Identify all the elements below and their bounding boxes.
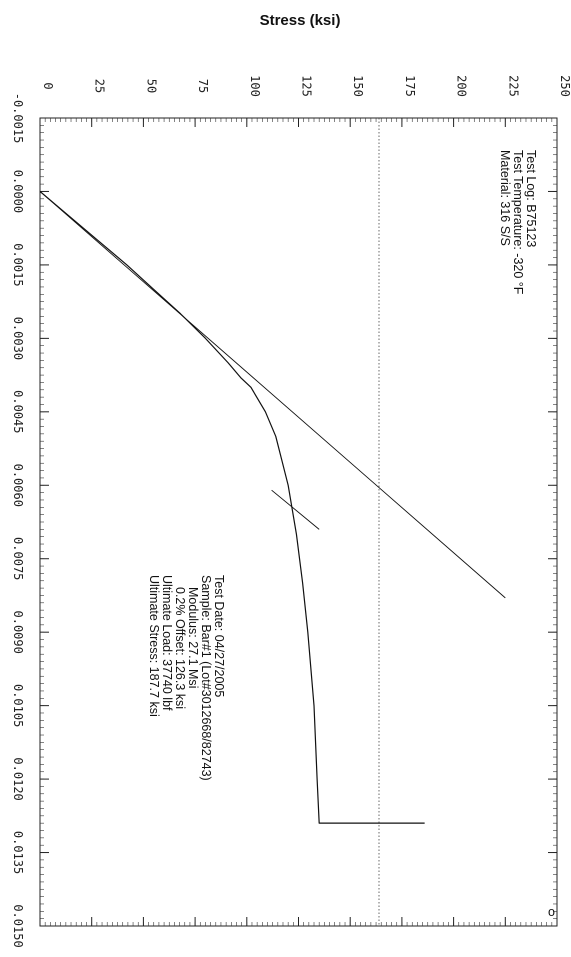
results-info-line: Test Date: 04/27/2005 [212,575,226,697]
results-info-line: Modulus: 27.1 Msi [186,587,200,688]
material-info: Test Log: B75123 Test Temperature: -320 … [498,150,538,295]
major-ticks [39,117,558,927]
results-info-line: Ultimate Stress: 187.7 ksi [147,575,161,717]
stress-tick-label: 25 [93,79,107,93]
stress-tick-labels: 0 25 50 75 100 125 150 175 200 225 250 [41,75,571,97]
strain-tick-label: 0.0000 [11,170,25,213]
strain-tick-label: 0.0015 [11,243,25,286]
stress-tick-label: 125 [300,75,314,97]
results-info: Test Date: 04/27/2005 Sample: Bar#1 (Lot… [147,575,226,781]
modulus-line [39,191,506,599]
stress-tick-label: 100 [248,75,262,97]
results-info-line: Sample: Bar#1 (Lot#3012668/82743) [199,575,213,781]
y-axis-label: Stress (ksi) [260,12,341,29]
strain-tick-label: 0.0135 [11,831,25,874]
material-info-line: Test Temperature: -320 °F [511,150,525,295]
minor-ticks [39,117,558,927]
stress-tick-label: 175 [403,75,417,97]
results-info-line: 0.2% Offset: 126.3 ksi [173,587,187,709]
material-info-line: Material: 316 S/S [498,150,512,246]
strain-tick-label: 0.0150 [11,904,25,947]
strain-tick-label: -0.0015 [11,93,25,144]
offset-line [271,489,320,530]
strain-tick-label: 0.0060 [11,464,25,507]
strain-tick-label: 0.0105 [11,684,25,727]
strain-tick-label: 0.0120 [11,757,25,800]
strain-tick-label: 0.0045 [11,390,25,433]
strain-tick-label: 0.0030 [11,317,25,360]
stress-tick-label: 0 [41,82,55,89]
stress-tick-label: 225 [506,75,520,97]
plot-frame [39,117,558,927]
results-info-line: Ultimate Load: 37740 lbf [160,575,174,711]
corner-mark: o [548,905,555,919]
stress-tick-label: 150 [351,75,365,97]
stress-strain-curve [39,190,425,824]
strain-tick-labels: -0.0015 0.0000 0.0015 0.0030 0.0045 0.0060 0.0… [11,93,25,948]
stress-tick-label: 50 [144,79,158,93]
material-info-line: Test Log: B75123 [524,150,538,247]
strain-tick-label: 0.0075 [11,537,25,580]
stress-tick-label: 200 [455,75,469,97]
stress-tick-label: 250 [558,75,571,97]
series-layer [39,190,506,824]
stress-tick-label: 75 [196,79,210,93]
strain-tick-label: 0.0090 [11,611,25,654]
